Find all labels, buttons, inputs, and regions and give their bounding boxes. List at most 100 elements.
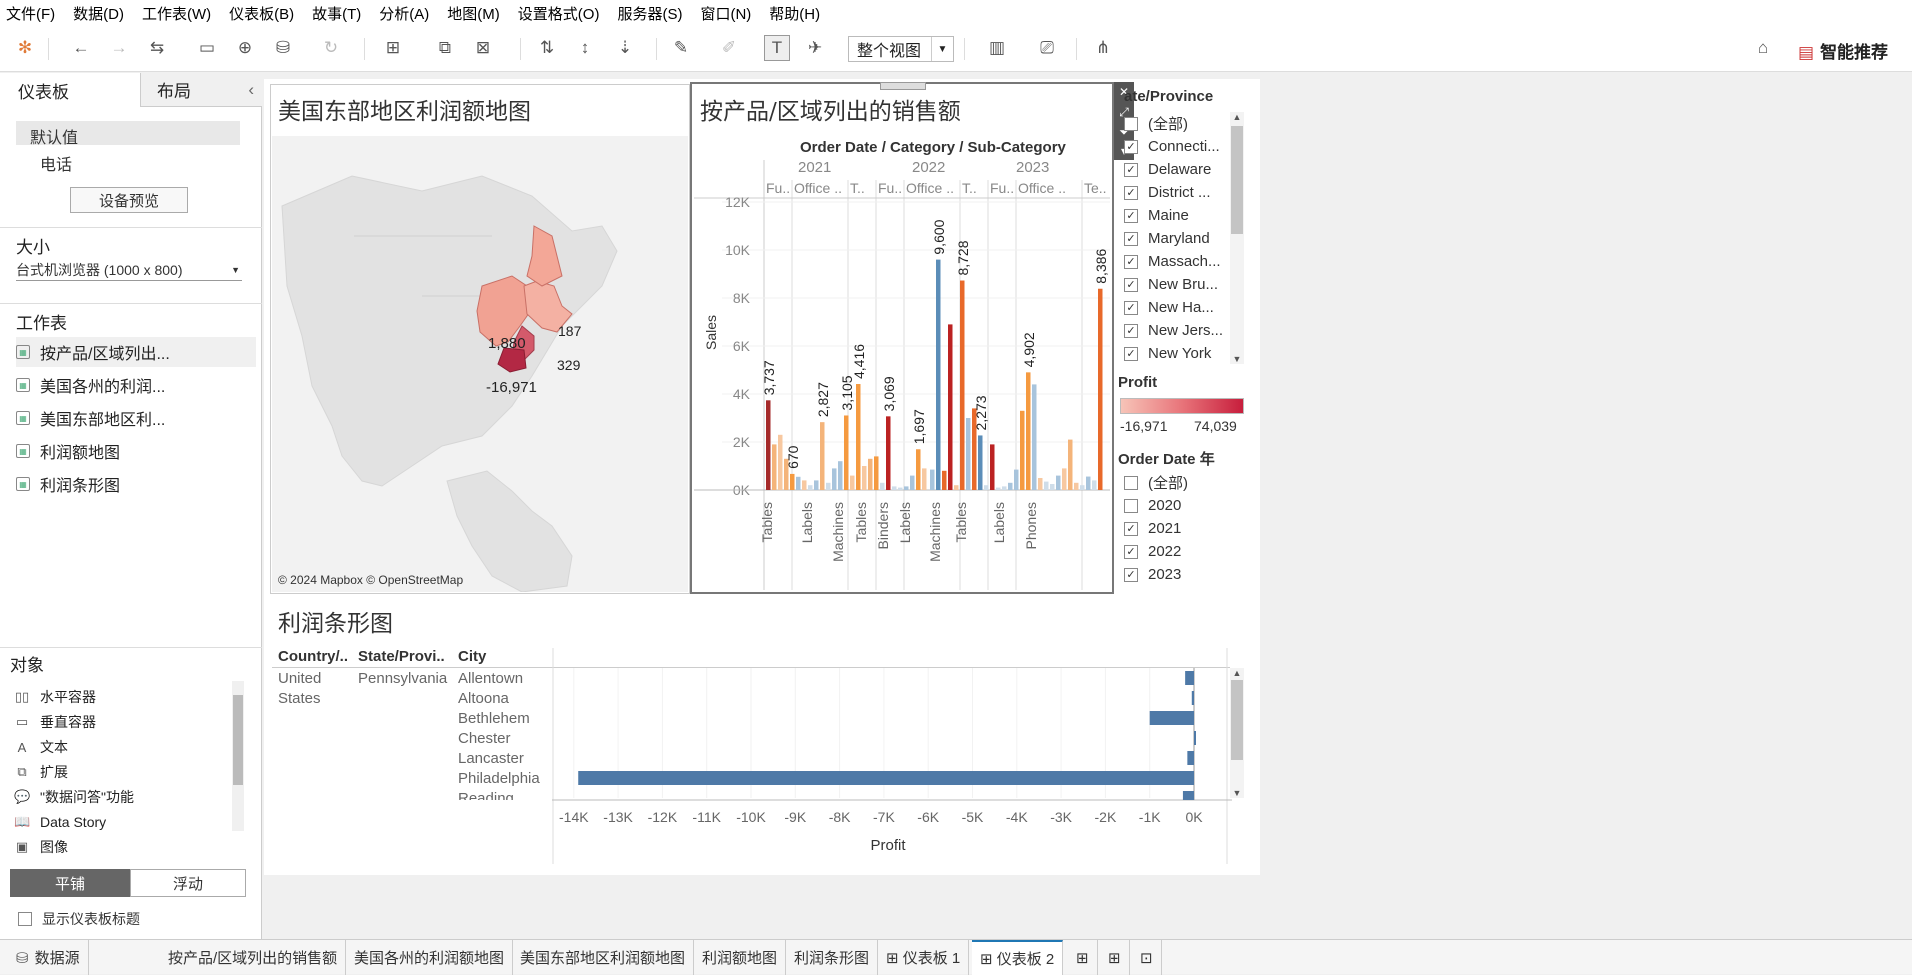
state-filter-item[interactable]: ✓ New Jers... (1124, 319, 1228, 342)
tab-dashboard[interactable]: 仪表板 (0, 73, 140, 107)
worksheet-item[interactable]: ▦ 利润额地图 (16, 436, 256, 466)
worksheet-item[interactable]: ▦ 按产品/区域列出... (16, 337, 256, 367)
swap-rows-columns-icon[interactable]: ⇅ (539, 38, 555, 57)
filter-icon[interactable]: ⏷ (1119, 125, 1129, 139)
state-filter-scrollbar[interactable]: ▲ ▼ (1230, 112, 1244, 364)
refresh-icon[interactable]: ↻ (323, 38, 339, 57)
scroll-down-icon[interactable]: ▼ (1232, 354, 1242, 364)
new-datasource-icon[interactable]: ⊕ (237, 38, 253, 57)
sheet-tab[interactable]: ⊞ 仪表板 2 (972, 940, 1064, 975)
sales-chart-svg[interactable]: Order Date / Category / Sub-Category 2021… (694, 130, 1110, 592)
fit-view-select[interactable]: 整个视图 ▼ (848, 36, 954, 62)
map-svg[interactable]: 1,880 187 329 -16,971 © 2024 Mapbox © Op… (272, 136, 688, 592)
clear-sheet-icon[interactable]: ⊠ (475, 38, 491, 57)
profit-bar-scrollbar[interactable]: ▲ ▼ (1230, 668, 1244, 798)
year-filter-item[interactable]: ✓ 2022 (1124, 540, 1181, 563)
object-item[interactable]: ▣ 图像 (14, 835, 68, 859)
state-filter-item[interactable]: ✓ Massach... (1124, 250, 1228, 273)
new-worksheet-icon[interactable]: ⊞ (1068, 940, 1098, 975)
menu-item-8[interactable]: 服务器(S) (617, 5, 683, 23)
menu-item-9[interactable]: 窗口(N) (700, 5, 752, 23)
new-story-icon[interactable]: ⊡ (1132, 940, 1162, 975)
size-select[interactable]: 台式机浏览器 (1000 x 800) ▼ (16, 259, 242, 281)
menu-item-7[interactable]: 设置格式(O) (517, 5, 600, 23)
menu-item-10[interactable]: 帮助(H) (769, 5, 821, 23)
worksheet-item[interactable]: ▦ 美国东部地区利... (16, 403, 256, 433)
state-filter-item[interactable]: ✓ Connecti... (1124, 135, 1228, 158)
show-dashboard-title-checkbox[interactable]: 显示仪表板标题 (18, 909, 140, 929)
object-item[interactable]: 📖 Data Story (14, 810, 106, 834)
format-painter-icon[interactable]: ⌂ (1757, 38, 1769, 57)
pin-axis-icon[interactable]: ✈ (807, 38, 823, 57)
device-phone[interactable]: 电话 (40, 157, 73, 174)
menu-item-3[interactable]: 仪表板(B) (229, 5, 295, 23)
worksheet-item[interactable]: ▦ 利润条形图 (16, 469, 256, 499)
menu-item-1[interactable]: 数据(D) (73, 5, 124, 23)
panel-drag-handle[interactable] (880, 82, 926, 90)
state-filter-item[interactable]: ✓ New Bru... (1124, 273, 1228, 296)
object-item[interactable]: 💬 "数据问答"功能 (14, 785, 134, 809)
sheet-tab[interactable]: ⊞ 仪表板 1 (878, 940, 970, 975)
show-labels-icon[interactable]: T (764, 35, 790, 61)
objects-scrollbar[interactable] (232, 681, 244, 831)
swap-icon[interactable]: ⇆ (149, 38, 165, 57)
show-me-button[interactable]: ▤ 智能推荐 (1798, 38, 1888, 63)
tableau-logo-icon[interactable]: ✻ (17, 38, 33, 57)
tab-datasource[interactable]: ⛁ 数据源 (8, 940, 89, 975)
duplicate-icon[interactable]: ⧉ (438, 38, 452, 57)
menu-item-6[interactable]: 地图(M) (447, 5, 500, 23)
new-worksheet-icon[interactable]: ⊞ (385, 38, 401, 57)
state-filter-item[interactable]: ✓ Delaware (1124, 158, 1228, 181)
object-item[interactable]: ⧉ 扩展 (14, 760, 68, 784)
new-dashboard-icon[interactable]: ⊞ (1100, 940, 1130, 975)
sheet-tab[interactable]: 按产品/区域列出的销售额 (160, 940, 347, 975)
state-filter-item[interactable]: ✓ New York (1124, 342, 1228, 365)
undo-icon[interactable]: ← (72, 38, 90, 57)
close-icon[interactable]: ✕ (1118, 85, 1130, 99)
collapse-icon[interactable]: ‹ (248, 79, 254, 99)
year-filter-item[interactable]: 2020 (1124, 494, 1181, 517)
tiled-button[interactable]: 平铺 (10, 869, 130, 897)
presentation-icon[interactable]: ⎚ (1040, 38, 1054, 57)
worksheet-item[interactable]: ▦ 美国各州的利润... (16, 370, 256, 400)
scroll-up-icon[interactable]: ▲ (1232, 112, 1242, 122)
device-preview-button[interactable]: 设备预览 (70, 187, 188, 213)
object-item[interactable]: ▯▯ 水平容器 (14, 685, 96, 709)
menu-item-0[interactable]: 文件(F) (6, 5, 56, 23)
year-filter-item[interactable]: ✓ 2023 (1124, 563, 1181, 586)
state-filter-item[interactable]: ✓ Maryland (1124, 227, 1228, 250)
sheet-tab[interactable]: 美国各州的利润额地图 (346, 940, 514, 975)
scroll-up-icon[interactable]: ▲ (1232, 668, 1242, 678)
menu-item-2[interactable]: 工作表(W) (141, 5, 212, 23)
object-item[interactable]: ▭ 垂直容器 (14, 710, 96, 734)
menu-item-5[interactable]: 分析(A) (379, 5, 430, 23)
show-cards-icon[interactable]: ▥ (988, 38, 1006, 57)
floating-button[interactable]: 浮动 (130, 869, 246, 897)
sheet-tab[interactable]: 利润条形图 (786, 940, 879, 975)
profit-bar-svg[interactable]: -14K -13K -12K -11K -10K -9K -8K -7K -6K -5K -4K -3… (552, 648, 1232, 864)
redo-icon[interactable]: → (110, 38, 128, 57)
highlight-icon[interactable]: ✎ (673, 38, 689, 57)
sort-descending-icon[interactable]: ⇣ (617, 38, 633, 57)
group-icon[interactable]: ✐ (721, 38, 737, 57)
state-filter-item[interactable]: ✓ Maine (1124, 204, 1228, 227)
sheet-tab[interactable]: 美国东部地区利润额地图 (512, 940, 695, 975)
state-filter-item[interactable]: (全部) (1124, 112, 1228, 135)
save-icon[interactable]: ▭ (198, 38, 216, 57)
state-filter-item[interactable]: ✓ District ... (1124, 181, 1228, 204)
menu-item-4[interactable]: 故事(T) (312, 5, 362, 23)
sort-ascending-icon[interactable]: ↕ (580, 38, 590, 57)
scroll-down-icon[interactable]: ▼ (1232, 788, 1242, 798)
share-icon[interactable]: ⋔ (1095, 38, 1111, 57)
year-filter-item[interactable]: ✓ 2021 (1124, 517, 1181, 540)
sales-chart-panel[interactable] (690, 82, 1114, 594)
open-sheet-icon[interactable]: ⤢ (1119, 105, 1129, 119)
object-item[interactable]: A 文本 (14, 735, 68, 759)
tab-layout[interactable]: 布局 ‹ (140, 73, 262, 107)
sheet-tab[interactable]: 利润额地图 (694, 940, 787, 975)
pause-updates-icon[interactable]: ⛁ (275, 38, 291, 57)
device-default[interactable] (16, 121, 240, 145)
state-filter-item[interactable]: ✓ New Ha... (1124, 296, 1228, 319)
year-filter-item[interactable]: (全部) (1124, 471, 1188, 494)
sales-header: Order Date / Category / Sub-Category (800, 139, 1067, 156)
